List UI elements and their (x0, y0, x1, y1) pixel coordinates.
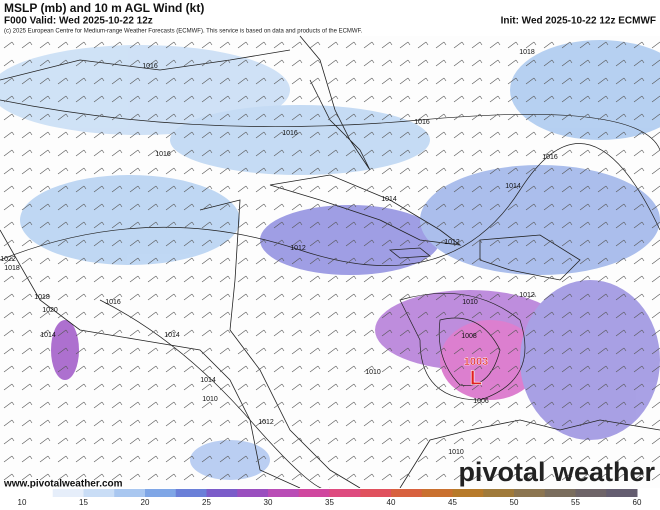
colorbar-segment (206, 489, 238, 497)
isobar-label: 1010 (202, 396, 218, 403)
wind-barbs (0, 36, 660, 488)
isobar-label: 1016 (282, 130, 298, 137)
colorbar-segment (421, 489, 453, 497)
isobar-label: 1010 (462, 299, 478, 306)
colorbar-tick-label: 10 (18, 498, 27, 507)
colorbar-segment (237, 489, 269, 497)
isobar-label: 1022 (0, 256, 16, 263)
colorbar-tick-label: 60 (633, 498, 642, 507)
colorbar-segment (514, 489, 546, 497)
logo: pivotal weather (458, 457, 655, 487)
isobar-label: 1016 (105, 299, 121, 306)
isobar-label: 1016 (542, 154, 558, 161)
colorbar-tick-label: 50 (510, 498, 519, 507)
colorbar-segment (298, 489, 330, 497)
isobar-label: 1012 (444, 239, 460, 246)
colorbar-segment (52, 489, 84, 497)
isobar-label: 1016 (142, 63, 158, 70)
colorbar-segment (175, 489, 207, 497)
init-time: Init: Wed 2025-10-22 12z ECMWF (501, 16, 656, 27)
low-symbol: L (470, 367, 482, 389)
isobar-label: 1012 (519, 292, 535, 299)
low-pressure: 1003 (464, 356, 488, 368)
isobar-label: 1018 (519, 49, 535, 56)
isobar-label: 1012 (258, 419, 274, 426)
colorbar-segment (22, 489, 54, 497)
colorbar-tick-label: 30 (264, 498, 273, 507)
colorbar-segment (391, 489, 423, 497)
isobar-label: 1014 (200, 377, 216, 384)
isobar-labels: 1016 1018 1016 1016 1016 1016 1014 1014 1012 1012… (0, 49, 558, 456)
colorbar: 10 15 20 25 30 35 40 45 50 55 60 (0, 488, 660, 510)
colorbar-tick-label: 35 (325, 498, 334, 507)
isobar-label: 1020 (42, 307, 58, 314)
isobar-label: 1014 (40, 332, 56, 339)
isobar-label: 1012 (290, 245, 306, 252)
colorbar-segment (83, 489, 115, 497)
colorbar-segment (452, 489, 484, 497)
colorbar-segment (606, 489, 638, 497)
isobar-label: 1014 (381, 196, 397, 203)
website: www.pivotalweather.com (3, 479, 123, 490)
map-area: 1016 1018 1016 1016 1016 1016 1014 1014 1012 1012… (0, 35, 660, 490)
copyright: (c) 2025 European Centre for Medium-rang… (4, 29, 363, 35)
colorbar-segment (544, 489, 576, 497)
colorbar-segment (268, 489, 300, 497)
colorbar-segment (114, 489, 146, 497)
colorbar-tick-label: 55 (571, 498, 580, 507)
title: MSLP (mb) and 10 m AGL Wind (kt) (4, 1, 204, 15)
colorbar-tick-label: 20 (141, 498, 150, 507)
isobar-label: 1010 (448, 449, 464, 456)
isobar-label: 1010 (365, 369, 381, 376)
colorbar-segment (360, 489, 392, 497)
isobar-label: 1018 (34, 294, 50, 301)
colorbar-segment (145, 489, 177, 497)
isobar-label: 1018 (4, 265, 20, 272)
colorbar-tick-label: 15 (79, 498, 88, 507)
valid-time: F000 Valid: Wed 2025-10-22 12z (4, 16, 153, 27)
isobar-label: 1006 (473, 398, 489, 405)
colorbar-segment (483, 489, 515, 497)
isobar-label: 1016 (414, 119, 430, 126)
isobar-label: 1014 (164, 332, 180, 339)
colorbar-tick-label: 40 (387, 498, 396, 507)
colorbar-segment (575, 489, 607, 497)
colorbar-segment (329, 489, 361, 497)
colorbar-tick-label: 45 (448, 498, 457, 507)
isobar-label: 1008 (461, 333, 477, 340)
colorbar-tick-label: 25 (202, 498, 211, 507)
isobar-label: 1016 (155, 151, 171, 158)
isobar-label: 1014 (505, 183, 521, 190)
